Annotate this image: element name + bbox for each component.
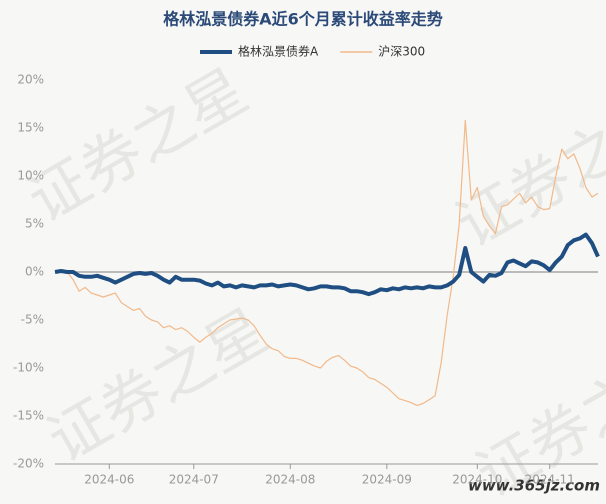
- x-tick-label: 2024-07: [169, 473, 219, 487]
- y-tick-label: 0%: [25, 265, 44, 279]
- series-line: [54, 119, 599, 406]
- y-tick-label: 5%: [25, 217, 44, 231]
- legend-label: 格林泓景债券A: [238, 44, 319, 59]
- watermark: 证券之星: [16, 56, 259, 237]
- footer-mark: www.365jz.com: [468, 477, 600, 495]
- x-tick-label: 2024-11: [525, 473, 575, 487]
- x-tick-label: 2024-10: [452, 473, 502, 487]
- x-tick-label: 2024-08: [265, 473, 315, 487]
- x-tick-label: 2024-09: [362, 473, 412, 487]
- y-tick-label: -10%: [13, 361, 44, 375]
- series-line: [54, 232, 600, 297]
- y-tick-label: -15%: [13, 409, 44, 423]
- x-tick-label: 2024-06: [84, 473, 134, 487]
- y-tick-label: 15%: [17, 121, 44, 135]
- watermark: 证券之星: [36, 296, 279, 477]
- y-tick-label: -5%: [21, 313, 44, 327]
- chart-title: 格林泓景债券A近6个月累计收益率走势: [163, 10, 443, 29]
- y-tick-label: 10%: [17, 169, 44, 183]
- y-tick-label: 20%: [17, 73, 44, 87]
- y-tick-label: -20%: [13, 457, 44, 471]
- legend-label: 沪深300: [378, 45, 425, 59]
